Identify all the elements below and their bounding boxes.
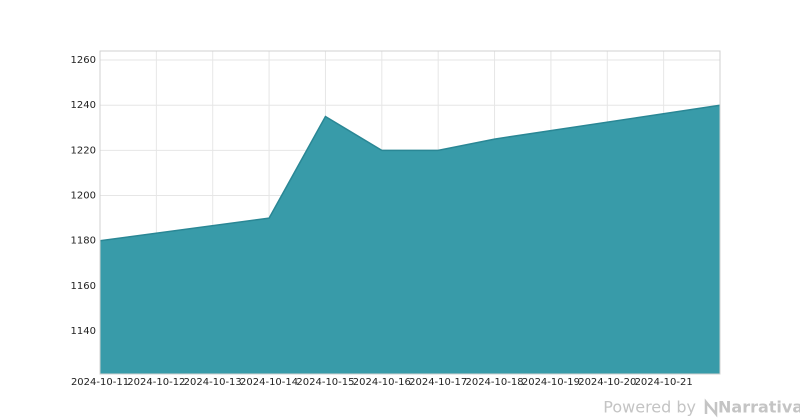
- y-tick-label: 1240: [71, 100, 96, 111]
- y-tick-label: 1200: [71, 191, 96, 202]
- brand-icon: [704, 398, 718, 418]
- footer-text: Powered by: [603, 398, 696, 417]
- footer-brand: Narrativa: [718, 398, 800, 417]
- plot-frame: [99, 50, 721, 375]
- y-tick-label: 1260: [71, 55, 96, 66]
- y-tick-label: 1220: [71, 145, 96, 156]
- x-tick-label: 2024-10-21: [635, 377, 693, 388]
- x-tick-label: 2024-10-14: [240, 377, 298, 388]
- x-tick-label: 2024-10-18: [465, 377, 523, 388]
- y-tick-label: 1140: [71, 326, 96, 337]
- x-tick-label: 2024-10-19: [522, 377, 580, 388]
- x-tick-label: 2024-10-15: [296, 377, 354, 388]
- x-tick-label: 2024-10-12: [127, 377, 185, 388]
- y-tick-label: 1180: [71, 236, 96, 247]
- x-tick-label: 2024-10-16: [353, 377, 411, 388]
- y-tick-label: 1160: [71, 281, 96, 292]
- x-tick-label: 2024-10-13: [184, 377, 242, 388]
- area-line: [99, 104, 721, 242]
- x-tick-label: 2024-10-20: [578, 377, 636, 388]
- x-tick-label: 2024-10-17: [409, 377, 467, 388]
- x-tick-label: 2024-10-11: [71, 377, 129, 388]
- area: [100, 105, 720, 375]
